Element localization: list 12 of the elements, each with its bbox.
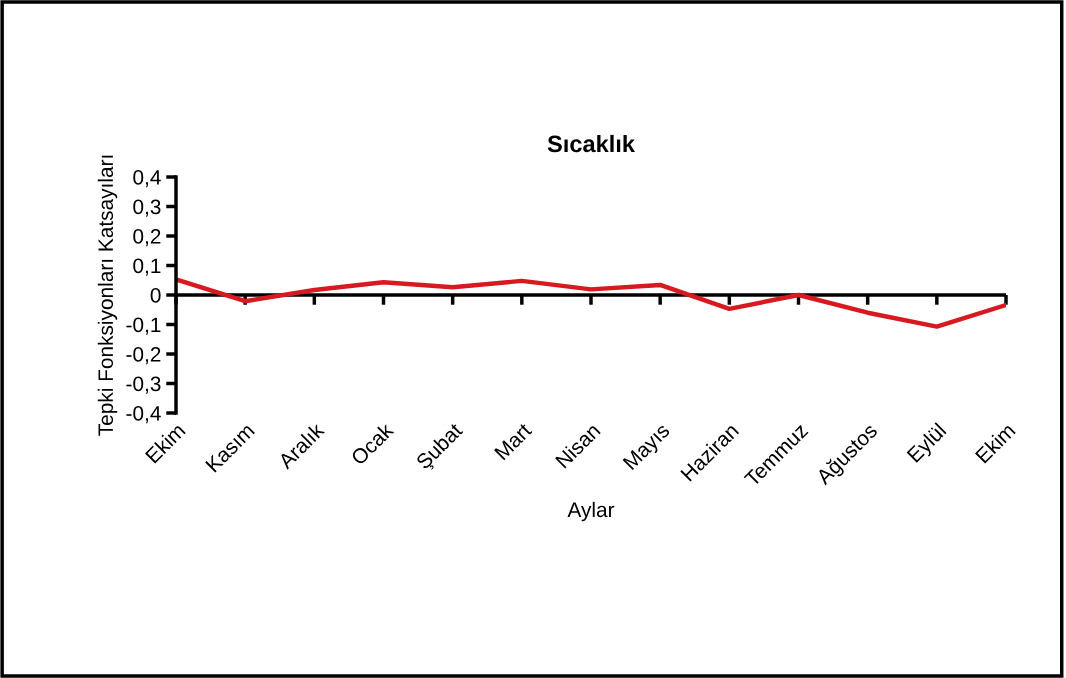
y-tick-label: 0,4	[133, 170, 161, 188]
chart-title: Sıcaklık	[547, 134, 635, 153]
y-tick-label: -0,3	[126, 376, 161, 394]
y-tick-label: -0,1	[126, 317, 161, 335]
y-tick-label: 0	[150, 288, 161, 303]
y-tick-label: -0,4	[126, 406, 161, 424]
y-tick-label: 0,3	[133, 199, 161, 217]
y-tick-label: 0,1	[133, 258, 161, 276]
x-axis-title: Aylar	[567, 501, 615, 522]
y-tick-label: 0,2	[133, 229, 161, 247]
y-tick-label: -0,2	[126, 347, 161, 365]
y-axis-title: Tepki Fonksiyonları Katsayıları	[97, 155, 118, 436]
